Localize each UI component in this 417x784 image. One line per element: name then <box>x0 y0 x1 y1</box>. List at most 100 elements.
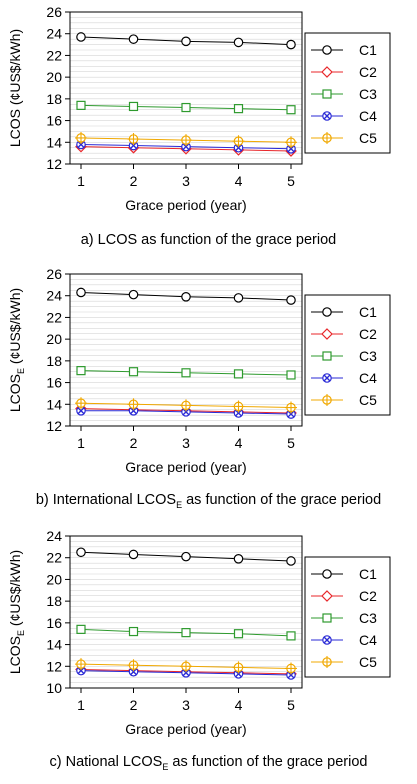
x-tick-label-b-2: 2 <box>130 435 138 451</box>
y-tick-label-c-16: 16 <box>46 615 62 631</box>
point-a-c3-4 <box>233 104 244 114</box>
point-c-c5-5 <box>285 662 297 675</box>
point-a-c5-4-cross <box>232 135 245 148</box>
point-c-c3-3 <box>181 628 191 638</box>
x-tick-label-a-3: 3 <box>182 173 190 189</box>
chart-panel-b: 12 14 16 18 20 22 24 26 1 2 3 4 5 Grace period (year)… <box>0 262 417 524</box>
point-a-c1-3 <box>181 36 191 47</box>
legend-marker-c-c5-cross <box>321 656 333 668</box>
point-c-c1-3-shape <box>181 551 191 562</box>
legend-marker-b-c3-shape <box>322 351 332 361</box>
point-a-c4-3-cross <box>182 143 190 151</box>
point-c-c3-5-shape <box>286 631 296 641</box>
caption-b-text: b) International LCOS <box>35 492 177 508</box>
legend-marker-a-c4 <box>322 111 332 121</box>
series-a-c5 <box>75 131 297 149</box>
point-b-c3-2-shape <box>128 367 139 377</box>
legend-marker-c-c2-shape <box>321 590 333 602</box>
point-b-c3-5 <box>286 370 296 380</box>
legend-marker-b-c5-cross <box>321 394 333 406</box>
point-c-c3-2-shape <box>128 626 139 637</box>
legend-marker-c-c3 <box>322 613 332 623</box>
point-b-c1-3 <box>181 291 191 302</box>
legend-marker-a-c1-shape <box>322 45 332 55</box>
point-a-c4-5-cross <box>287 145 295 153</box>
point-c-c4-5-cross <box>287 671 295 679</box>
point-b-c3-5-shape <box>286 370 296 380</box>
x-axis-label-b: Grace period (year) <box>125 459 246 475</box>
legend-label-b-c1: C1 <box>359 304 377 320</box>
legend-label-b-c2: C2 <box>359 326 377 342</box>
point-b-c1-4 <box>233 293 244 303</box>
legend-label-a-c5: C5 <box>359 130 377 146</box>
point-c-c5-4 <box>232 661 245 674</box>
legend-marker-c-c4 <box>322 635 332 645</box>
caption-a-text: a) LCOS as function of the grace period <box>80 232 337 248</box>
legend-marker-b-c2 <box>321 328 333 340</box>
y-tick-label-c-24: 24 <box>46 528 62 544</box>
x-tick-label-c-2: 2 <box>130 697 138 713</box>
point-c-c1-1-shape <box>76 547 86 558</box>
point-b-c4-4-cross <box>235 409 242 417</box>
legend-marker-a-c3-shape <box>322 89 332 99</box>
legend-marker-a-c2 <box>321 66 333 78</box>
point-c-c5-1 <box>75 658 87 671</box>
x-tick-label-c-4: 4 <box>235 697 243 713</box>
legend-marker-a-c5 <box>321 132 333 144</box>
point-c-c1-1 <box>76 547 86 558</box>
legend-label-a-c2: C2 <box>359 64 377 80</box>
point-a-c1-1-shape <box>76 32 86 42</box>
point-a-c4-2-cross <box>130 142 137 150</box>
legend-marker-a-c5-cross <box>321 132 333 144</box>
y-tick-label-c-18: 18 <box>46 593 62 609</box>
x-tick-label-b-5: 5 <box>287 435 295 451</box>
legend-marker-b-c3 <box>322 351 332 361</box>
y-axis-label-c: LCOSE (¢US$/kWh) <box>7 550 26 674</box>
x-tick-label-b-4: 4 <box>235 435 243 451</box>
point-b-c3-3-shape <box>181 368 191 378</box>
point-b-c5-1 <box>75 397 87 410</box>
point-b-c3-1-shape <box>76 366 86 376</box>
series-b-c4 <box>76 406 296 419</box>
x-tick-label-a-2: 2 <box>130 173 138 189</box>
y-tick-label-b-14: 14 <box>46 396 62 412</box>
series-b-c5 <box>75 397 297 414</box>
y-tick-label-a-20: 20 <box>46 69 62 85</box>
x-axis-label-c: Grace period (year) <box>125 721 246 737</box>
point-c-c4-2-cross <box>130 668 137 676</box>
point-c-c1-2 <box>128 549 139 560</box>
x-axis-label-a: Grace period (year) <box>125 197 246 213</box>
legend-label-c-c4: C4 <box>359 632 377 648</box>
point-b-c1-1-shape <box>76 287 86 298</box>
x-tick-label-b-1: 1 <box>77 435 85 451</box>
point-c-c5-3 <box>180 660 192 673</box>
point-a-c1-5 <box>286 39 296 50</box>
series-a-c1 <box>76 32 296 50</box>
point-b-c5-3 <box>180 399 192 412</box>
point-b-c3-2 <box>128 367 139 377</box>
point-a-c5-2-cross <box>127 133 140 146</box>
point-a-c3-3 <box>181 102 191 113</box>
legend-label-c-c1: C1 <box>359 566 377 582</box>
point-c-c1-2-shape <box>128 549 139 560</box>
point-c-c3-2 <box>128 626 139 637</box>
point-a-c4-4-cross <box>235 144 242 152</box>
point-c-c1-4-shape <box>233 553 244 564</box>
legend-marker-c-c1-shape <box>322 569 332 579</box>
point-b-c5-2 <box>127 398 140 411</box>
point-b-c5-5 <box>285 401 297 414</box>
point-b-c5-3-cross <box>180 399 192 412</box>
y-axis-label-sub-c: E <box>16 630 26 636</box>
point-b-c1-2-shape <box>128 289 139 300</box>
legend-box-c <box>304 556 391 678</box>
point-a-c5-4 <box>232 135 245 148</box>
legend-box-b <box>304 294 391 416</box>
legend-marker-b-c2-shape <box>321 328 333 340</box>
y-tick-label-c-20: 20 <box>46 571 62 587</box>
point-b-c4-2-cross <box>130 407 137 415</box>
point-c-c3-4 <box>233 629 244 639</box>
point-a-c4-4 <box>233 142 244 153</box>
point-c-c5-2 <box>127 659 140 672</box>
point-a-c3-5-shape <box>286 105 296 115</box>
